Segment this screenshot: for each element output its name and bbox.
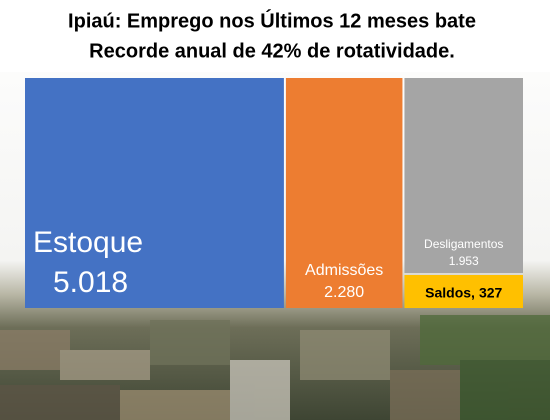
- tile-label-group: Saldos, 327: [425, 284, 502, 300]
- treemap-tile: [25, 78, 284, 308]
- treemap-tile: [404, 275, 523, 308]
- treemap-tile: [404, 78, 523, 274]
- title-band: [0, 0, 550, 72]
- chart-title: Recorde anual de 42% de rotatividade.: [89, 40, 455, 62]
- tile-label: Desligamentos: [424, 237, 503, 251]
- city-texture: [0, 315, 550, 420]
- chart-title: Ipiaú: Emprego nos Últimos 12 meses bate: [68, 8, 476, 32]
- treemap-tile: [285, 78, 403, 308]
- tile-label: Estoque: [33, 226, 143, 259]
- tile-label: Saldos,: [425, 284, 475, 300]
- tile-value: 327: [479, 284, 503, 300]
- tile-value: 5.018: [53, 266, 128, 299]
- tile-value: 1.953: [449, 254, 479, 268]
- tile-value: 2.280: [324, 284, 364, 301]
- tile-label: Admissões: [305, 262, 383, 279]
